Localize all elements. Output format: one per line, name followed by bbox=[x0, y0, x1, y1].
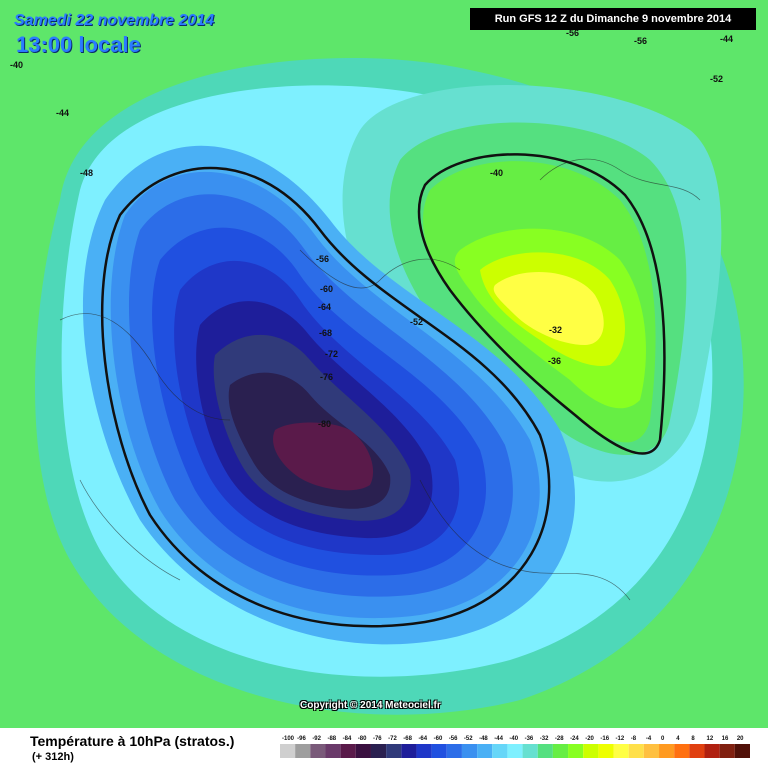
color-legend: -100 -96 -92 -88 -84 -80 -76 -72 -68 -64 -60 -56 -52… bbox=[280, 736, 750, 758]
legend-swatch bbox=[689, 744, 705, 758]
contour-label: -56 bbox=[316, 254, 329, 264]
contour-label: -32 bbox=[549, 325, 562, 335]
contour-label: -52 bbox=[410, 317, 423, 327]
legend-swatch bbox=[552, 744, 569, 758]
legend-swatch bbox=[674, 744, 690, 758]
legend-tick: -56 bbox=[449, 736, 458, 742]
legend-tick: -44 bbox=[494, 736, 503, 742]
legend-swatch bbox=[446, 744, 462, 758]
legend-tick: -100 bbox=[282, 736, 295, 742]
legend-swatch bbox=[370, 744, 387, 758]
contour-label: -40 bbox=[490, 168, 503, 178]
forecast-date: Samedi 22 novembre 2014 bbox=[14, 12, 215, 29]
legend-tick: -76 bbox=[373, 736, 382, 742]
legend-tick: -60 bbox=[434, 736, 443, 742]
legend-tick: 20 bbox=[737, 736, 744, 742]
legend-tick: -40 bbox=[509, 736, 518, 742]
contour-label: -80 bbox=[318, 419, 331, 429]
legend-swatch bbox=[310, 744, 326, 758]
legend-swatch bbox=[340, 744, 356, 758]
legend-tick: -24 bbox=[570, 736, 579, 742]
legend-swatch bbox=[643, 744, 660, 758]
contour-label: -48 bbox=[80, 168, 93, 178]
legend-tick: -28 bbox=[555, 736, 564, 742]
contour-label: -60 bbox=[320, 284, 333, 294]
contour-label: -44 bbox=[720, 34, 733, 44]
forecast-time: 13:00 locale bbox=[16, 32, 141, 57]
legend-swatch bbox=[628, 744, 644, 758]
contour-label: -68 bbox=[319, 328, 332, 338]
temperature-map: -40 -44 -48 -52 -56 -60 -64 -68 -72 -76 … bbox=[0, 0, 768, 728]
legend-tick: -96 bbox=[297, 736, 306, 742]
legend-tick: -80 bbox=[358, 736, 367, 742]
legend-swatch bbox=[704, 744, 720, 758]
legend-tick: -8 bbox=[631, 736, 637, 742]
legend-swatch bbox=[325, 744, 341, 758]
legend-swatch bbox=[507, 744, 523, 758]
legend-swatch bbox=[431, 744, 447, 758]
legend-swatch bbox=[613, 744, 629, 758]
legend-swatch bbox=[461, 744, 478, 758]
legend-tick: -20 bbox=[585, 736, 594, 742]
legend-tick: 4 bbox=[676, 736, 680, 742]
legend-tick: -4 bbox=[646, 736, 652, 742]
legend-swatch bbox=[734, 744, 750, 758]
legend-tick: -52 bbox=[464, 736, 473, 742]
legend-swatch bbox=[386, 744, 402, 758]
contour-label: -44 bbox=[56, 108, 69, 118]
legend-tick: -92 bbox=[312, 736, 321, 742]
legend-tick: 12 bbox=[707, 736, 714, 742]
legend-tick: -32 bbox=[540, 736, 549, 742]
legend-tick: -88 bbox=[327, 736, 336, 742]
model-run-label: Run GFS 12 Z du Dimanche 9 novembre 2014 bbox=[470, 8, 756, 30]
legend-swatch bbox=[522, 744, 538, 758]
contour-label: -52 bbox=[710, 74, 723, 84]
parameter-title: Température à 10hPa (stratos.) bbox=[30, 733, 235, 749]
lead-time: (+ 312h) bbox=[32, 751, 74, 763]
legend-tick: -12 bbox=[616, 736, 625, 742]
legend-swatch bbox=[295, 744, 311, 758]
contour-label: -72 bbox=[325, 349, 338, 359]
legend-tick: -36 bbox=[525, 736, 534, 742]
copyright: Copyright © 2014 Meteociel.fr bbox=[300, 700, 441, 711]
contour-label: -76 bbox=[320, 372, 333, 382]
legend-tick: 8 bbox=[691, 736, 695, 742]
legend-tick: -72 bbox=[388, 736, 397, 742]
legend-swatch bbox=[598, 744, 614, 758]
contour-label: -36 bbox=[548, 356, 561, 366]
contour-label: -56 bbox=[634, 36, 647, 46]
legend-swatch bbox=[492, 744, 508, 758]
legend-tick: 0 bbox=[661, 736, 665, 742]
legend-swatch bbox=[280, 744, 296, 758]
legend-swatch bbox=[401, 744, 417, 758]
legend-swatch bbox=[477, 744, 493, 758]
contour-label: -64 bbox=[318, 302, 331, 312]
contour-label: -40 bbox=[10, 60, 23, 70]
legend-tick: -16 bbox=[600, 736, 609, 742]
legend-tick: -68 bbox=[403, 736, 412, 742]
legend-swatch bbox=[568, 744, 584, 758]
legend-swatch bbox=[719, 744, 735, 758]
legend-tick: -64 bbox=[418, 736, 427, 742]
legend-swatch bbox=[537, 744, 553, 758]
legend-tick: 16 bbox=[722, 736, 729, 742]
legend-tick: -84 bbox=[343, 736, 352, 742]
legend-swatch bbox=[416, 744, 432, 758]
legend-tick: -48 bbox=[479, 736, 488, 742]
contour-label: -56 bbox=[566, 28, 579, 38]
legend-swatch bbox=[583, 744, 599, 758]
legend-swatch bbox=[659, 744, 675, 758]
legend-swatch bbox=[355, 744, 371, 758]
